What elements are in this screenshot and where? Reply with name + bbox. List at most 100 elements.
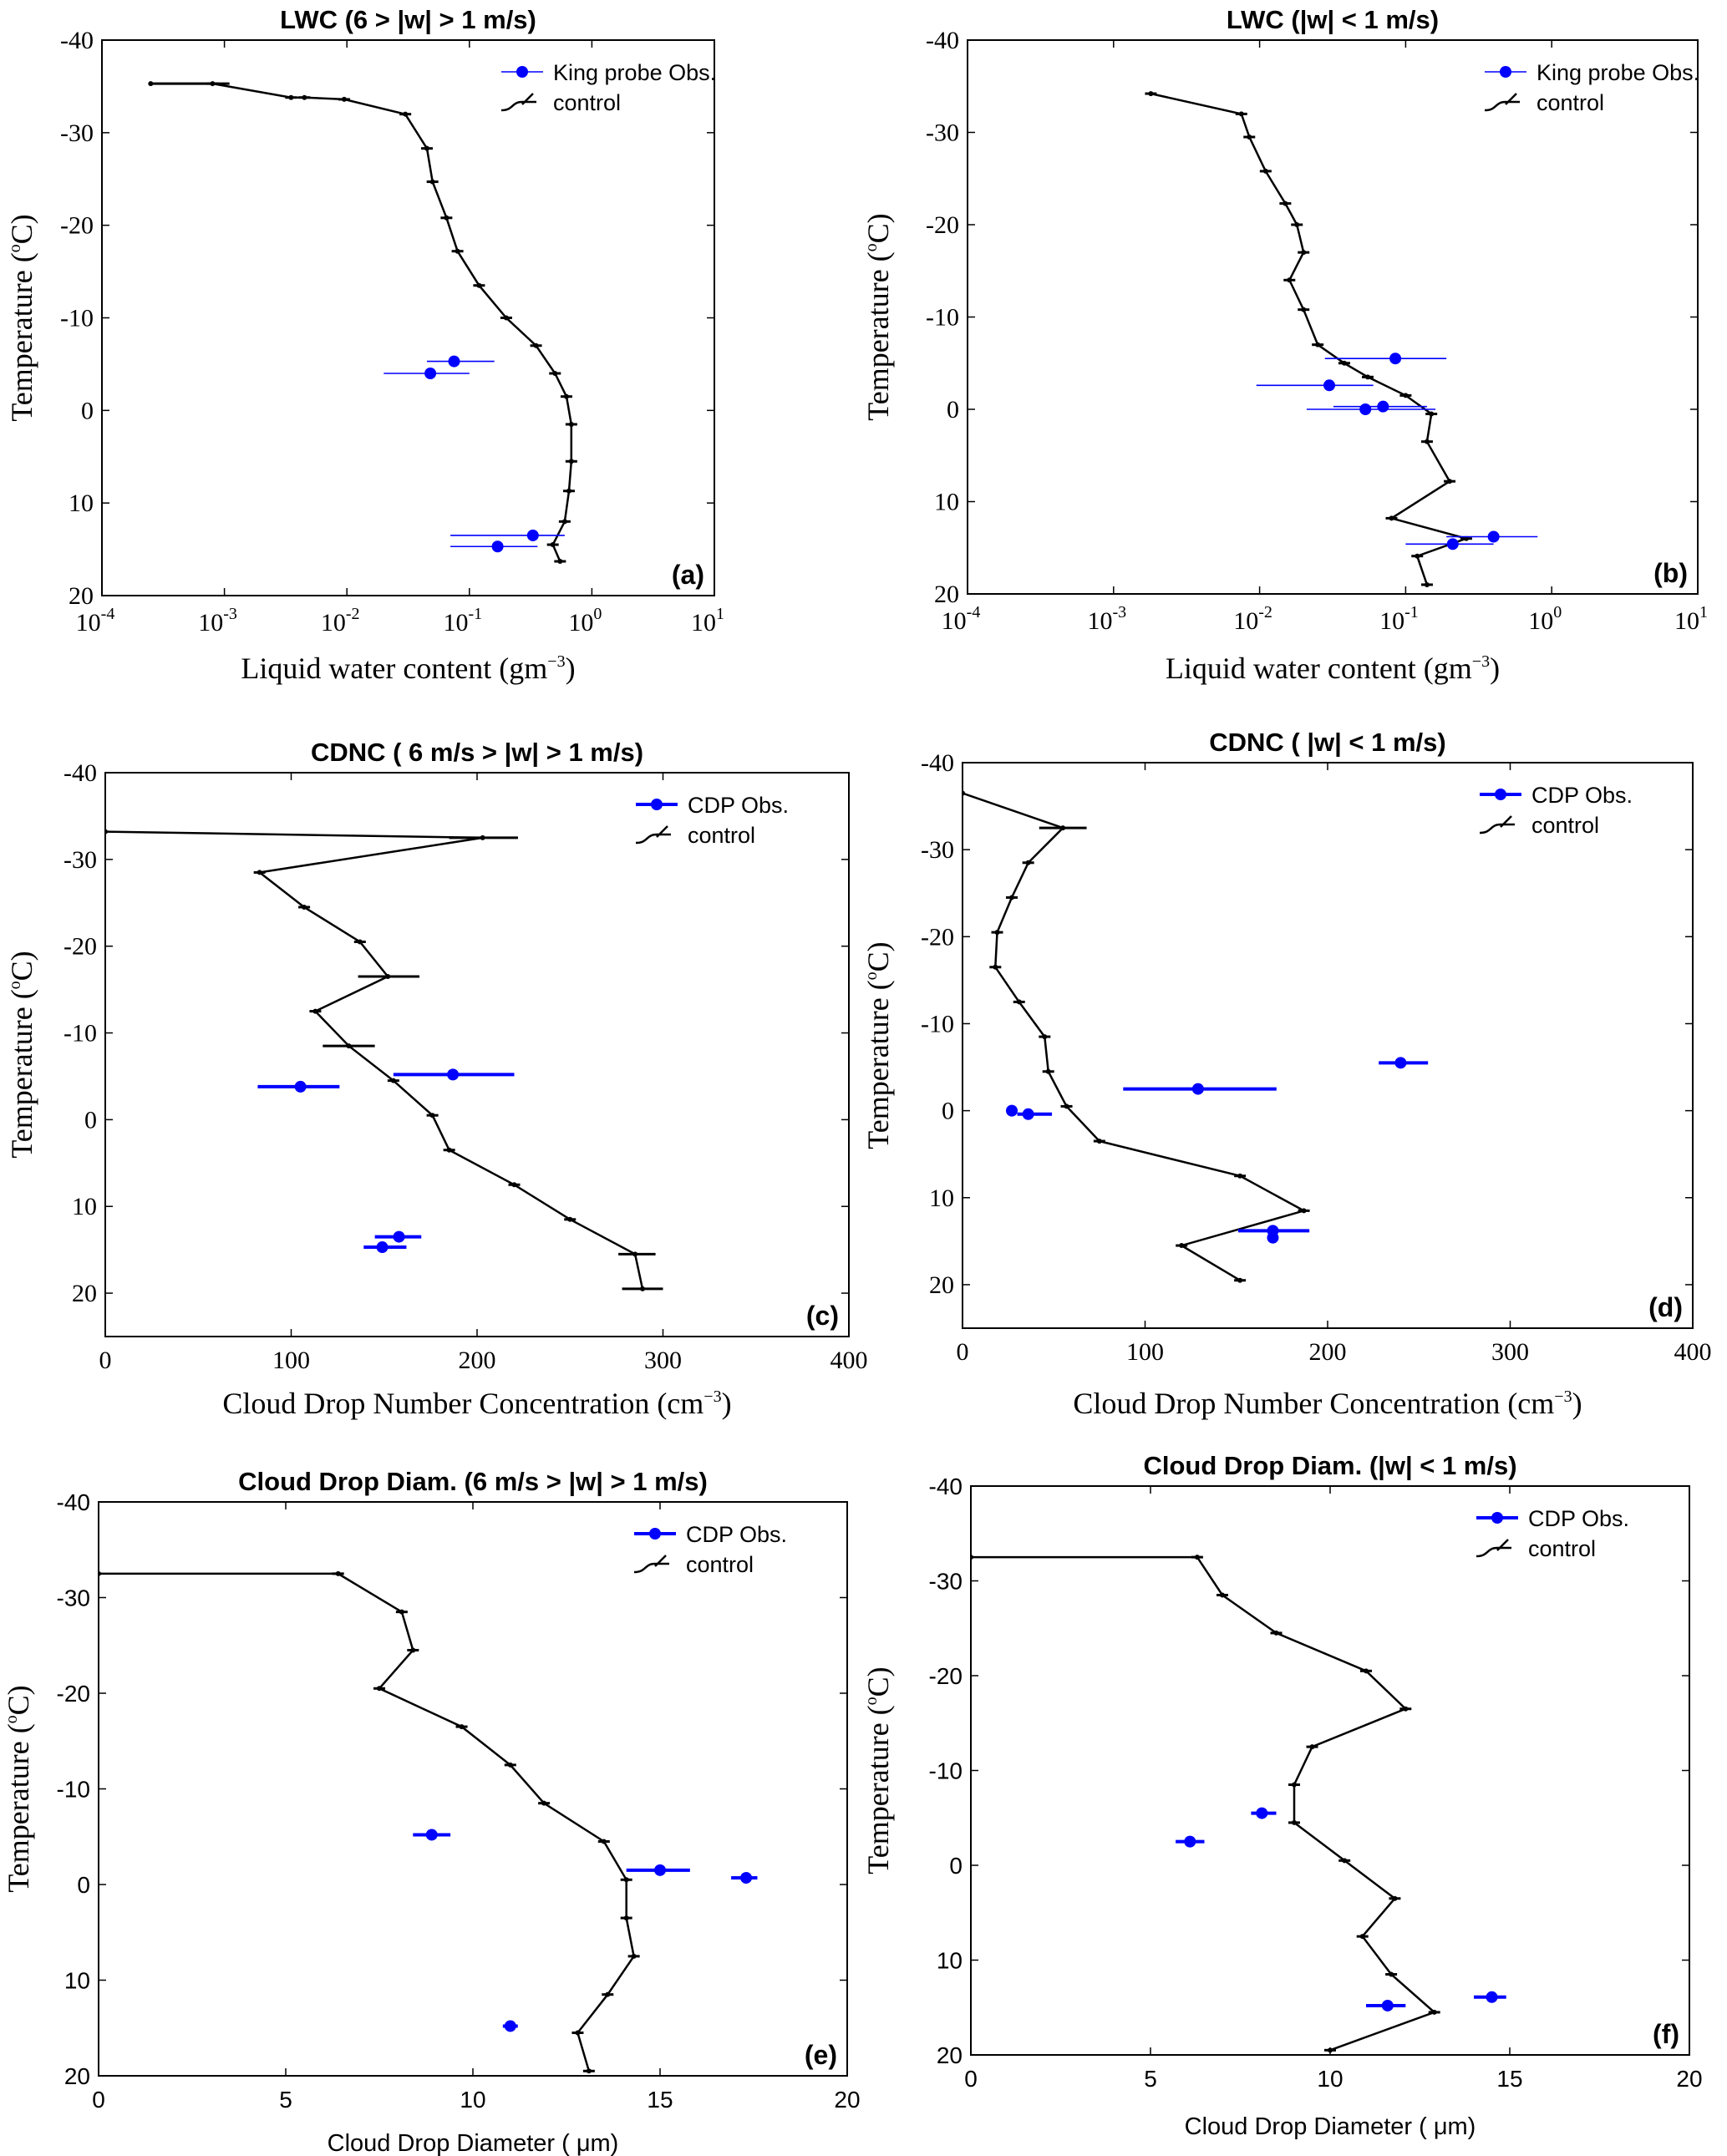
x-tick-label: 5 (279, 2087, 292, 2113)
model-point (1262, 168, 1268, 174)
model-point (1301, 250, 1307, 256)
model-point (302, 94, 307, 100)
model-point (429, 1113, 435, 1119)
panel-c: CDNC ( 6 m/s > |w| > 1 m/s) -40 -30 -20 -10 0… (5, 738, 868, 1420)
panel-title: LWC (6 > |w| > 1 m/s) (280, 5, 536, 34)
x-axis-label: Cloud Drop Number Concentration (cm−3) (1073, 1387, 1582, 1420)
plot-area (105, 829, 663, 1291)
model-point (429, 179, 435, 185)
y-tick-label: 10 (69, 490, 94, 517)
model-point (1389, 1971, 1394, 1977)
model-point (1025, 860, 1031, 865)
x-tick-label: 10-4 (942, 603, 981, 635)
model-point (1301, 1208, 1307, 1214)
model-point (1301, 307, 1307, 312)
obs-point (1394, 1057, 1407, 1069)
obs-point (526, 529, 539, 541)
y-tick-label: -10 (926, 304, 959, 332)
y-tick-label: -10 (63, 1020, 97, 1048)
panel-label: (c) (806, 1301, 839, 1331)
model-series-line (1150, 92, 1470, 586)
obs-point (1487, 530, 1500, 543)
legend-obs-label: CDP Obs. (1531, 783, 1633, 808)
panel-label: (b) (1653, 558, 1688, 588)
y-tick-label: 10 (64, 1968, 90, 1994)
legend-model-label: control (686, 1552, 754, 1577)
y-tick-label: -10 (929, 1758, 963, 1784)
y-tick-label: 20 (72, 1280, 97, 1307)
y-tick-label: 20 (929, 1271, 954, 1299)
x-tick-label: 0 (99, 1347, 112, 1374)
model-point (1294, 222, 1300, 227)
model-series-line (99, 1572, 635, 2072)
x-tick-label: 200 (459, 1347, 496, 1374)
model-point (1342, 1858, 1348, 1864)
model-point (257, 870, 262, 875)
model-point (586, 2068, 592, 2074)
plot-area (1145, 91, 1538, 587)
model-point (346, 1043, 352, 1049)
model-point (1359, 1934, 1365, 1940)
legend-obs-marker (1491, 1512, 1503, 1524)
model-point (1237, 1277, 1243, 1283)
y-tick-label: -20 (57, 1681, 90, 1707)
obs-point (1256, 1807, 1268, 1819)
model-point (446, 1147, 452, 1153)
model-point (1247, 134, 1252, 140)
obs-point (654, 1864, 666, 1876)
y-axis-label: Temperature (oC) (2, 1685, 35, 1892)
obs-point (294, 1080, 307, 1093)
model-point (459, 1724, 465, 1730)
model-point (623, 1915, 629, 1921)
plot-area (971, 1555, 1506, 2053)
model-point (1424, 581, 1430, 587)
x-axis-label: Cloud Drop Number Concentration (cm−3) (222, 1387, 731, 1420)
panel-title: LWC (|w| < 1 m/s) (1227, 5, 1439, 34)
legend-model-label: control (1537, 90, 1604, 115)
legend-obs-marker (651, 799, 663, 810)
model-point (1431, 2009, 1437, 2015)
panel-title: CDNC ( 6 m/s > |w| > 1 m/s) (311, 738, 643, 767)
model-point (1341, 360, 1347, 366)
obs-point (1022, 1108, 1034, 1120)
x-tick-label: 20 (1676, 2066, 1702, 2092)
x-tick-label: 400 (830, 1347, 868, 1374)
model-point (1042, 1034, 1048, 1040)
y-tick-label: -30 (921, 836, 954, 864)
y-tick-label: -40 (60, 27, 94, 54)
x-tick-label: 100 (272, 1347, 310, 1374)
model-point (1220, 1592, 1225, 1598)
x-tick-label: 10-4 (76, 605, 115, 637)
obs-point (1323, 379, 1336, 392)
y-tick-label: -20 (63, 933, 97, 961)
legend-model-line (1476, 1539, 1511, 1558)
x-tick-label: 10-1 (443, 605, 482, 637)
y-tick-label: -10 (60, 305, 94, 332)
y-tick-label: -30 (926, 119, 959, 147)
plot-frame (967, 39, 1699, 595)
x-tick-label: 10-2 (1233, 603, 1272, 635)
obs-point (376, 1241, 389, 1254)
y-tick-label: -20 (921, 923, 954, 951)
x-tick-label: 200 (1309, 1338, 1347, 1366)
model-point (1194, 1555, 1200, 1560)
model-point (575, 2030, 581, 2036)
model-point (357, 939, 363, 945)
model-point (533, 342, 539, 348)
model-point (302, 904, 307, 910)
obs-point (424, 368, 437, 379)
model-point (1060, 825, 1066, 831)
x-tick-label: 0 (92, 2087, 105, 2113)
x-axis-label: Liquid water content (gm−3) (1166, 652, 1500, 685)
panel-f: Cloud Drop Diam. (|w| < 1 m/s) -40 -30 -20 -… (861, 1451, 1703, 2140)
model-point (640, 1286, 646, 1291)
model-point (568, 459, 574, 464)
model-point (341, 96, 347, 102)
model-point (403, 111, 409, 117)
model-point (1389, 515, 1394, 521)
legend: King probe Obs. control (1484, 60, 1699, 115)
model-point (601, 1839, 607, 1844)
legend-obs-marker (516, 66, 528, 78)
y-tick-label: -30 (63, 846, 97, 874)
